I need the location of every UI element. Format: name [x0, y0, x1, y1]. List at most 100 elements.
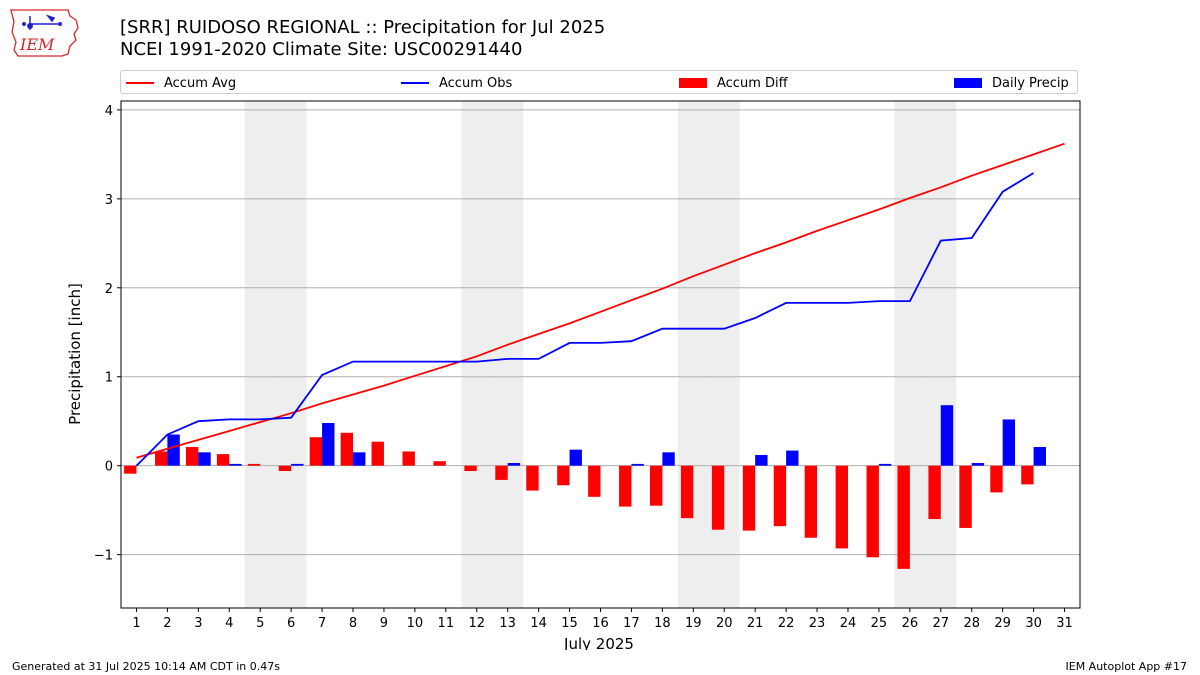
x-tick-label-14: 14	[530, 616, 547, 631]
x-tick-label-10: 10	[407, 616, 424, 631]
x-tick-label-9: 9	[380, 616, 388, 631]
bar-accum-diff-day-24	[835, 465, 848, 549]
chart-legend: Accum Avg Accum Obs Accum Diff Daily Pre…	[120, 70, 1078, 94]
x-axis-label: July 2025	[563, 635, 634, 650]
y-tick-label--1: −1	[94, 549, 113, 564]
y-axis-label: Precipitation [inch]	[66, 283, 84, 425]
series-lines	[135, 142, 1065, 467]
bar-accum-diff-day-13	[495, 465, 508, 480]
bar-accum-diff-day-8	[340, 432, 354, 466]
x-tick-label-17: 17	[623, 616, 640, 631]
x-tick-label-4: 4	[225, 616, 233, 631]
chart-subtitle: NCEI 1991-2020 Climate Site: USC00291440	[120, 39, 523, 60]
bar-accum-diff-day-3	[185, 447, 199, 466]
bar-accum-diff-day-5	[247, 463, 261, 466]
bar-accum-diff-day-17	[619, 465, 632, 507]
x-tick-label-18: 18	[654, 616, 671, 631]
weekend-band-day-6	[275, 101, 307, 608]
bar-accum-diff-day-16	[588, 465, 601, 497]
x-tick-label-31: 31	[1056, 616, 1073, 631]
bar-daily-precip-day-8	[353, 452, 366, 466]
line-accum-avg	[136, 142, 1065, 459]
x-tick-label-16: 16	[592, 616, 609, 631]
legend-swatch-accum-obs	[401, 82, 429, 84]
bar-daily-precip-day-13	[507, 463, 521, 466]
x-tick-label-1: 1	[132, 616, 140, 631]
x-tick-label-29: 29	[994, 616, 1011, 631]
legend-swatch-accum-diff	[679, 78, 707, 88]
bar-accum-diff-day-14	[526, 465, 539, 491]
weekend-band-day-20	[708, 101, 740, 608]
bar-accum-diff-day-18	[649, 465, 663, 506]
bar-daily-precip-day-3	[198, 452, 211, 466]
legend-label-daily-precip: Daily Precip	[992, 75, 1069, 91]
legend-label-accum-diff: Accum Diff	[717, 75, 788, 91]
x-tick-label-26: 26	[902, 616, 919, 631]
bar-daily-precip-day-22	[786, 450, 799, 466]
bar-accum-diff-day-10	[402, 451, 415, 466]
y-tick-label-1: 1	[105, 371, 113, 386]
x-tick-label-11: 11	[438, 616, 455, 631]
weekend-band-day-19	[677, 101, 709, 608]
legend-item-accum-diff: Accum Diff	[679, 74, 788, 92]
x-tick-label-12: 12	[468, 616, 485, 631]
legend-label-accum-obs: Accum Obs	[439, 75, 513, 91]
x-tick-label-24: 24	[840, 616, 857, 631]
bar-accum-diff-day-25	[866, 465, 879, 558]
x-tick-label-20: 20	[716, 616, 733, 631]
bar-daily-precip-day-29	[1002, 419, 1016, 466]
bar-accum-diff-day-1	[124, 465, 137, 474]
x-tick-label-6: 6	[287, 616, 295, 631]
bar-accum-diff-day-30	[1021, 465, 1034, 485]
x-tick-label-28: 28	[963, 616, 980, 631]
legend-swatch-accum-avg	[126, 82, 154, 84]
bar-daily-precip-day-28	[971, 463, 985, 466]
bar-daily-precip-day-27	[940, 405, 954, 466]
footer-generated: Generated at 31 Jul 2025 10:14 AM CDT in…	[12, 660, 280, 673]
x-tick-label-22: 22	[778, 616, 795, 631]
bar-accum-diff-day-27	[928, 465, 941, 520]
legend-swatch-daily-precip	[954, 78, 982, 88]
logo-text: IEM	[19, 35, 55, 54]
bar-accum-diff-day-4	[216, 454, 230, 466]
bar-accum-diff-day-23	[804, 465, 818, 538]
bar-accum-diff-day-6	[278, 465, 292, 472]
bar-accum-diff-day-15	[557, 465, 570, 486]
bar-accum-diff-day-12	[464, 465, 477, 472]
grid-lines	[121, 109, 1080, 556]
bar-daily-precip-day-4	[229, 463, 242, 466]
y-tick-label-0: 0	[105, 460, 113, 475]
weather-station-icon	[22, 14, 62, 30]
y-tick-label-3: 3	[105, 193, 113, 208]
bar-accum-diff-day-11	[433, 461, 446, 466]
bar-accum-diff-day-20	[711, 465, 725, 530]
x-tick-label-23: 23	[809, 616, 826, 631]
bar-daily-precip-day-6	[291, 463, 304, 466]
legend-label-accum-avg: Accum Avg	[164, 75, 237, 91]
bars	[124, 405, 1046, 569]
precipitation-chart: 1 2 3 4 5 6 7 8 9 10 11 12 13 14 15 16 17 18 19 20 21 22 23 24 2…	[66, 100, 1081, 650]
x-tick-label-3: 3	[194, 616, 202, 631]
weekend-band-day-27	[925, 101, 957, 608]
bar-accum-diff-day-26	[897, 465, 910, 569]
x-tick-label-8: 8	[349, 616, 357, 631]
bar-daily-precip-day-18	[662, 452, 675, 466]
bar-accum-diff-day-21	[742, 465, 756, 531]
bar-accum-diff-day-2	[155, 451, 168, 466]
y-tick-label-4: 4	[105, 104, 113, 119]
bar-accum-diff-day-28	[959, 465, 972, 528]
x-tick-label-30: 30	[1025, 616, 1042, 631]
x-tick-label-19: 19	[685, 616, 702, 631]
legend-item-accum-avg: Accum Avg	[126, 74, 236, 92]
iowa-state-outline	[10, 9, 79, 57]
tick-labels: 1 2 3 4 5 6 7 8 9 10 11 12 13 14 15 16 17 18 19 20 21 22 23 24 2…	[94, 104, 1073, 631]
y-tick-label-2: 2	[105, 282, 113, 297]
bar-daily-precip-day-25	[878, 463, 892, 466]
bar-daily-precip-day-7	[322, 422, 335, 466]
legend-item-daily-precip: Daily Precip	[954, 74, 1069, 92]
x-tick-label-21: 21	[747, 616, 764, 631]
bar-daily-precip-day-17	[631, 463, 644, 466]
x-tick-label-5: 5	[256, 616, 264, 631]
footer-app: IEM Autoplot App #17	[1065, 660, 1188, 673]
legend-item-accum-obs: Accum Obs	[401, 74, 512, 92]
